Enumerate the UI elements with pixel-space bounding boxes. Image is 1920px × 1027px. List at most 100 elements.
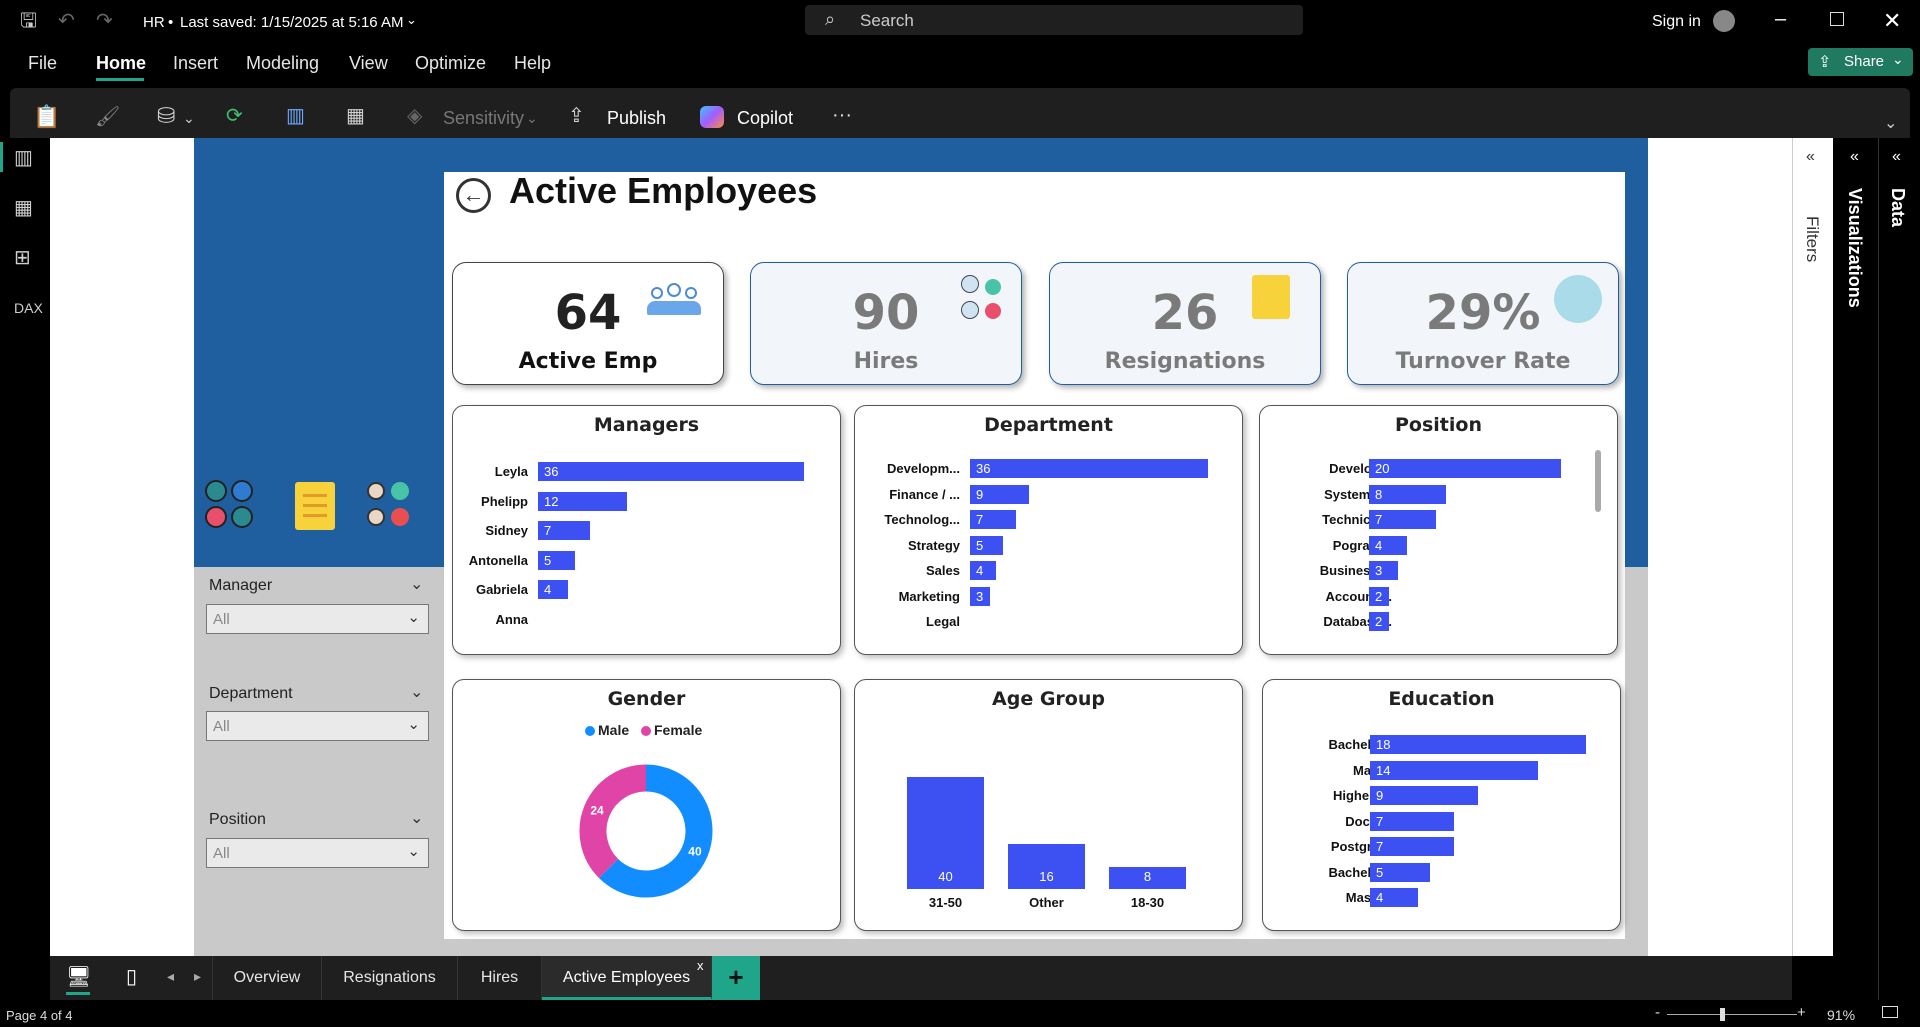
- menu-file[interactable]: File: [28, 53, 58, 73]
- gender-chart[interactable]: Gender: [452, 679, 841, 931]
- report-view-icon[interactable]: ▥: [14, 147, 33, 169]
- zoom-slider-thumb[interactable]: [1720, 1008, 1725, 1021]
- tab-hires[interactable]: Hires: [458, 956, 542, 1000]
- fit-to-page-icon[interactable]: [1882, 1006, 1898, 1018]
- filters-label[interactable]: Filters: [1803, 216, 1822, 263]
- bar: [1369, 612, 1389, 631]
- chevron-double-left-icon[interactable]: «: [1892, 148, 1901, 165]
- share-button[interactable]: ⇪ Share ⌄: [1808, 48, 1913, 76]
- bar-value: 5: [1376, 864, 1384, 880]
- dax-view-icon[interactable]: DAX: [14, 300, 43, 316]
- next-page-icon[interactable]: ▸: [194, 968, 202, 984]
- more-options-icon[interactable]: ···: [832, 104, 852, 126]
- tab-overview[interactable]: Overview: [212, 956, 322, 1000]
- data-label[interactable]: Data: [1888, 188, 1908, 228]
- chevron-down-icon[interactable]: ⌄: [410, 576, 424, 593]
- menu-modeling[interactable]: Modeling: [246, 53, 320, 73]
- bar: [1369, 561, 1398, 580]
- kpi-turnover-rate[interactable]: 29% Turnover Rate: [1347, 262, 1619, 385]
- chevron-down-icon[interactable]: ⌄: [410, 684, 424, 701]
- publish-button[interactable]: Publish: [607, 108, 667, 128]
- position-slicer-label: Position: [209, 811, 266, 828]
- paste-icon[interactable]: 📋: [33, 104, 61, 129]
- manager-slicer[interactable]: All ⌄: [206, 604, 429, 634]
- desktop-layout-icon[interactable]: 🖥: [66, 966, 92, 988]
- last-saved-text: Last saved: 1/15/2025 at 5:16 AM: [180, 14, 404, 31]
- menu-help[interactable]: Help: [514, 53, 552, 73]
- copilot-button[interactable]: Copilot: [737, 108, 794, 128]
- scrollbar-thumb[interactable]: [1595, 450, 1601, 512]
- search-placeholder: Search: [860, 11, 914, 30]
- back-arrow-icon[interactable]: ←: [456, 178, 491, 213]
- people-group-icon: [647, 283, 701, 317]
- zoom-out-icon[interactable]: -: [1655, 1004, 1660, 1021]
- kpi-resignations[interactable]: 26 Resignations: [1049, 262, 1321, 385]
- prev-page-icon[interactable]: ◂: [167, 968, 175, 984]
- menu-home[interactable]: Home: [96, 53, 147, 73]
- new-visual-icon[interactable]: ▥: [286, 105, 305, 127]
- department-slicer-label: Department: [209, 685, 293, 702]
- kpi-active-employees[interactable]: 64 Active Emp: [452, 262, 724, 385]
- bar-value: 4: [544, 582, 552, 597]
- education-chart[interactable]: Education: [1262, 679, 1621, 931]
- bar: [1369, 586, 1389, 606]
- menu-view[interactable]: View: [349, 53, 388, 73]
- model-view-icon[interactable]: ⊞: [14, 247, 31, 269]
- legend-label: Male: [598, 722, 630, 738]
- kpi-label: Hires: [853, 349, 919, 374]
- bar: [1369, 535, 1408, 555]
- bar: [538, 550, 575, 570]
- calculator-icon[interactable]: ▦: [346, 105, 365, 127]
- managers-chart[interactable]: Managers: [452, 405, 841, 655]
- bar-value: 4: [1376, 890, 1384, 905]
- get-data-icon[interactable]: ⛁: [157, 103, 176, 128]
- chart-title: Position: [1395, 414, 1482, 436]
- bar-label: Anna: [495, 611, 529, 627]
- menu-insert[interactable]: Insert: [173, 53, 219, 73]
- position-chart[interactable]: Position: [1259, 405, 1618, 655]
- position-slicer[interactable]: All ⌄: [206, 838, 429, 868]
- format-painter-icon[interactable]: 🖌: [95, 106, 121, 128]
- publish-icon[interactable]: ⇪: [568, 105, 585, 127]
- bar: [970, 510, 1017, 529]
- visualizations-label[interactable]: Visualizations: [1845, 188, 1865, 308]
- close-tab-icon[interactable]: x: [697, 958, 704, 973]
- kpi-hires[interactable]: 90 Hires: [750, 262, 1022, 385]
- refresh-icon[interactable]: ⟳: [226, 105, 243, 127]
- chevron-down-icon[interactable]: ⌄: [406, 12, 417, 27]
- maximize-icon[interactable]: [1830, 12, 1844, 26]
- zoom-in-icon[interactable]: +: [1797, 1004, 1806, 1021]
- sign-in-link[interactable]: Sign in: [1652, 13, 1701, 30]
- department-slicer[interactable]: All ⌄: [206, 711, 429, 741]
- ribbon-collapse-icon[interactable]: ⌄: [1884, 115, 1898, 132]
- save-icon[interactable]: 🖫: [20, 10, 38, 32]
- zoom-slider[interactable]: [1667, 1014, 1797, 1015]
- bar-label: Developm...: [887, 461, 960, 476]
- approve-reject-icon: [365, 480, 415, 530]
- chevron-down-icon[interactable]: ⌄: [183, 110, 195, 126]
- bar-label: Legal: [926, 614, 960, 629]
- undo-icon[interactable]: ↶: [58, 10, 75, 32]
- mobile-layout-icon[interactable]: ▯: [126, 966, 138, 988]
- kpi-value: 29%: [1425, 285, 1541, 341]
- menu-optimize[interactable]: Optimize: [415, 53, 487, 73]
- avatar-icon[interactable]: [1713, 10, 1735, 32]
- sensitivity-icon: ◈: [407, 105, 423, 127]
- chevron-double-left-icon[interactable]: «: [1806, 148, 1815, 165]
- close-icon[interactable]: ✕: [1883, 8, 1902, 33]
- redo-icon[interactable]: ↷: [96, 10, 113, 32]
- legend-dot: [641, 726, 651, 736]
- chevron-down-icon[interactable]: ⌄: [410, 810, 424, 827]
- tab-resignations[interactable]: Resignations: [322, 956, 458, 1000]
- tab-active-employees[interactable]: Active Employees: [542, 956, 712, 1000]
- search-box[interactable]: ⌕ Search: [805, 5, 1303, 35]
- copilot-icon[interactable]: [700, 106, 724, 128]
- table-view-icon[interactable]: ▦: [14, 197, 33, 219]
- chevron-double-left-icon[interactable]: «: [1850, 148, 1859, 165]
- department-chart[interactable]: Department: [854, 405, 1243, 655]
- bar-value: 5: [544, 552, 552, 568]
- column: [1008, 844, 1085, 889]
- minimize-icon[interactable]: –: [1775, 8, 1787, 30]
- sensitivity-label: Sensitivity: [443, 108, 525, 128]
- add-page-button[interactable]: +: [712, 956, 760, 1000]
